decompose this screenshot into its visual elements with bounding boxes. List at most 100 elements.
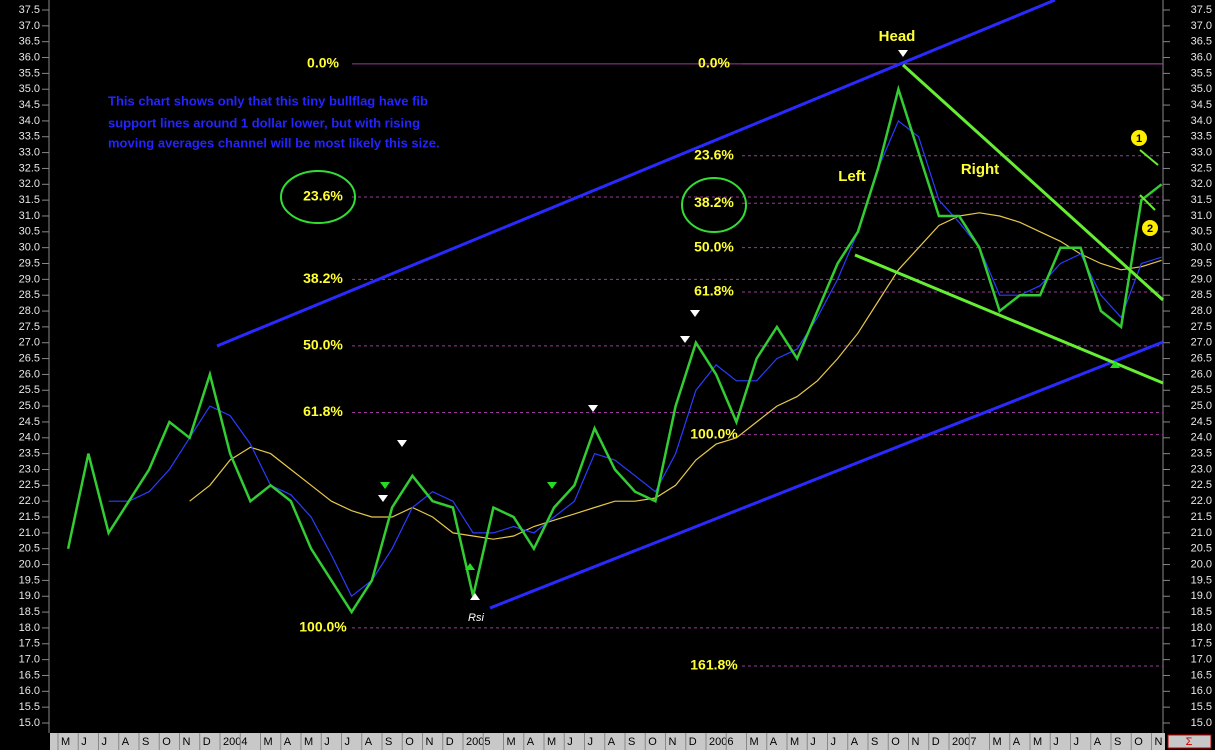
annotation: Rsi bbox=[468, 612, 484, 624]
x-tick-label: M bbox=[264, 736, 273, 748]
note-line: moving averages channel will be most lik… bbox=[108, 135, 440, 150]
y-tick-label: 32.5 bbox=[1191, 162, 1212, 174]
x-tick-label: J bbox=[588, 736, 594, 748]
fib-label: 23.6% bbox=[694, 146, 734, 162]
x-tick-label: O bbox=[648, 736, 657, 748]
fib-label: 61.8% bbox=[694, 283, 734, 299]
y-tick-label: 16.0 bbox=[1191, 685, 1212, 697]
x-tick-label: O bbox=[891, 736, 900, 748]
x-tick-label: S bbox=[628, 736, 635, 748]
y-tick-label: 19.5 bbox=[1191, 574, 1212, 586]
y-tick-label: 36.5 bbox=[19, 36, 40, 48]
y-tick-label: 34.0 bbox=[19, 115, 40, 127]
x-tick-label: A bbox=[770, 736, 778, 748]
y-tick-label: 20.5 bbox=[1191, 543, 1212, 555]
point-marker bbox=[1131, 130, 1147, 146]
x-tick-label: J bbox=[345, 736, 351, 748]
flag-lower bbox=[1139, 194, 1156, 211]
y-tick-label: 35.5 bbox=[19, 67, 40, 79]
y-tick-label: 17.5 bbox=[19, 638, 40, 650]
y-tick-label: 16.0 bbox=[19, 685, 40, 697]
x-tick-label: 2006 bbox=[709, 736, 733, 748]
y-tick-label: 36.0 bbox=[19, 51, 40, 63]
fib-label: 50.0% bbox=[694, 238, 734, 254]
x-tick-label: N bbox=[183, 736, 191, 748]
fib-label: 38.2% bbox=[303, 270, 343, 286]
fib-label: 100.0% bbox=[299, 619, 347, 635]
y-tick-label: 25.5 bbox=[19, 384, 40, 396]
fib-label: 38.2% bbox=[694, 194, 734, 210]
x-tick-label: O bbox=[162, 736, 171, 748]
y-tick-label: 20.5 bbox=[19, 543, 40, 555]
y-tick-label: 34.0 bbox=[1191, 115, 1212, 127]
y-tick-label: 36.0 bbox=[1191, 51, 1212, 63]
y-tick-label: 22.0 bbox=[1191, 495, 1212, 507]
y-tick-label: 27.5 bbox=[19, 321, 40, 333]
y-tick-label: 21.5 bbox=[1191, 511, 1212, 523]
y-tick-label: 22.5 bbox=[1191, 479, 1212, 491]
y-tick-label: 31.5 bbox=[1191, 194, 1212, 206]
x-tick-label: J bbox=[1074, 736, 1080, 748]
y-tick-label: 18.5 bbox=[19, 606, 40, 618]
y-tick-label: 25.5 bbox=[1191, 384, 1212, 396]
y-tick-label: 15.0 bbox=[19, 717, 40, 729]
y-tick-label: 33.0 bbox=[1191, 147, 1212, 159]
y-tick-label: 26.5 bbox=[19, 352, 40, 364]
y-tick-label: 37.0 bbox=[19, 20, 40, 32]
y-tick-label: 31.0 bbox=[19, 210, 40, 222]
annotation: Right bbox=[961, 161, 999, 178]
y-tick-label: 37.0 bbox=[1191, 20, 1212, 32]
series-line bbox=[108, 119, 1162, 598]
y-tick-label: 34.5 bbox=[19, 99, 40, 111]
x-tick-label: S bbox=[1114, 736, 1121, 748]
x-tick-label: M bbox=[304, 736, 313, 748]
note-line: support lines around 1 dollar lower, but… bbox=[108, 115, 420, 130]
y-tick-label: 24.5 bbox=[1191, 416, 1212, 428]
y-tick-label: 28.0 bbox=[19, 305, 40, 317]
y-tick-label: 28.0 bbox=[1191, 305, 1212, 317]
neckline-upper bbox=[901, 63, 1165, 302]
series-line bbox=[66, 84, 1163, 615]
point-marker bbox=[1142, 220, 1158, 236]
x-tick-label: D bbox=[446, 736, 454, 748]
x-tick-label: M bbox=[790, 736, 799, 748]
x-tick-label: M bbox=[61, 736, 70, 748]
x-tick-label: M bbox=[1033, 736, 1042, 748]
corner-box bbox=[1167, 734, 1212, 749]
x-tick-label: D bbox=[932, 736, 940, 748]
fib-label: 61.8% bbox=[303, 403, 343, 419]
annotation: Left bbox=[838, 168, 866, 185]
y-tick-label: 15.5 bbox=[19, 701, 40, 713]
y-tick-label: 25.0 bbox=[19, 400, 40, 412]
x-tick-label: D bbox=[203, 736, 211, 748]
y-tick-label: 24.5 bbox=[19, 416, 40, 428]
y-tick-label: 26.5 bbox=[1191, 352, 1212, 364]
note-line: This chart shows only that this tiny bul… bbox=[108, 93, 428, 108]
y-tick-label: 17.0 bbox=[1191, 654, 1212, 666]
y-tick-label: 29.5 bbox=[19, 257, 40, 269]
fib-label: 0.0% bbox=[307, 55, 339, 71]
x-tick-label: J bbox=[810, 736, 816, 748]
x-tick-label: J bbox=[81, 736, 87, 748]
x-tick-label: A bbox=[122, 736, 130, 748]
y-tick-label: 18.0 bbox=[19, 622, 40, 634]
y-tick-label: 26.0 bbox=[19, 368, 40, 380]
y-tick-label: 30.0 bbox=[19, 242, 40, 254]
x-tick-label: O bbox=[1134, 736, 1143, 748]
y-tick-label: 18.0 bbox=[1191, 622, 1212, 634]
y-tick-label: 21.5 bbox=[19, 511, 40, 523]
x-tick-label: A bbox=[608, 736, 616, 748]
x-tick-label: M bbox=[993, 736, 1002, 748]
y-tick-label: 19.0 bbox=[1191, 590, 1212, 602]
fib-label: 0.0% bbox=[698, 55, 730, 71]
highlight-circle bbox=[280, 170, 356, 224]
x-tick-label: A bbox=[365, 736, 373, 748]
x-tick-label: 2007 bbox=[952, 736, 976, 748]
fib-label: 161.8% bbox=[690, 657, 738, 673]
x-tick-label: D bbox=[689, 736, 697, 748]
neckline-lower bbox=[854, 253, 1164, 385]
y-tick-label: 28.5 bbox=[1191, 289, 1212, 301]
x-tick-label: N bbox=[912, 736, 920, 748]
fib-label: 23.6% bbox=[303, 188, 343, 204]
